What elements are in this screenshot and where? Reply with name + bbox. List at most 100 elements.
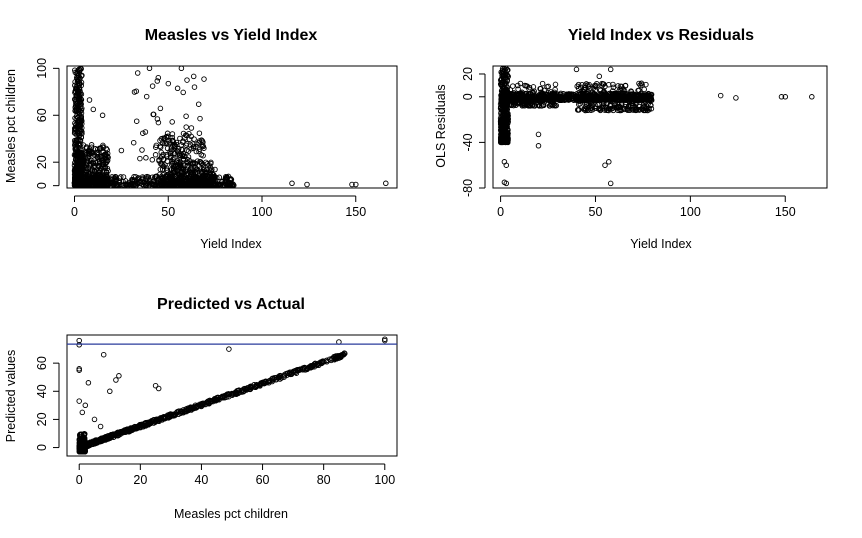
data-point: [97, 167, 103, 174]
data-point: [71, 167, 78, 174]
data-point: [166, 180, 173, 186]
data-point: [197, 166, 204, 172]
y-tick-label: -80: [461, 179, 475, 197]
data-point: [231, 182, 237, 189]
data-point: [641, 86, 647, 93]
axis-ticks: 0 20 40 60 80 100 0 20 40 60: [35, 356, 395, 487]
panel-measles-vs-yield: Measles vs Yield Index Yield Index Measl…: [4, 27, 398, 251]
data-point: [180, 167, 187, 173]
data-point: [93, 150, 100, 156]
data-point: [139, 147, 145, 153]
data-point: [620, 95, 627, 102]
data-point: [82, 402, 89, 409]
data-point: [552, 81, 559, 88]
data-point: [117, 174, 124, 180]
scatter-points: [71, 65, 389, 189]
data-point: [602, 162, 608, 168]
data-point: [113, 377, 119, 383]
data-point: [165, 138, 172, 144]
data-point: [535, 143, 542, 149]
y-axis-label: Measles pct children: [4, 69, 18, 183]
y-tick-label: 100: [35, 58, 49, 79]
data-point: [142, 129, 149, 135]
data-point: [190, 143, 197, 150]
data-point: [207, 165, 214, 171]
data-point: [135, 179, 142, 185]
data-point: [185, 157, 191, 163]
data-point: [86, 146, 93, 152]
y-tick-label: 20: [35, 155, 49, 169]
y-axis-label: OLS Residuals: [434, 84, 448, 167]
x-axis-label: Yield Index: [200, 237, 262, 251]
data-point: [102, 160, 108, 167]
data-point: [207, 171, 214, 178]
data-point: [102, 163, 108, 169]
data-point: [158, 155, 164, 161]
data-point: [186, 136, 193, 142]
data-point: [733, 95, 739, 101]
data-point: [192, 164, 199, 171]
data-point: [76, 86, 83, 92]
data-point: [100, 144, 106, 151]
data-point: [86, 97, 93, 103]
data-point: [504, 66, 510, 73]
data-point: [133, 118, 140, 124]
data-point: [149, 157, 156, 163]
data-point: [201, 76, 207, 82]
data-point: [140, 130, 146, 136]
data-point: [717, 92, 724, 99]
data-point: [607, 66, 614, 73]
data-point: [79, 157, 85, 164]
x-axis-label: Measles pct children: [174, 507, 288, 521]
data-point: [190, 73, 197, 80]
data-point: [85, 380, 92, 386]
data-point: [226, 346, 232, 352]
data-point: [222, 175, 229, 182]
data-point: [174, 151, 181, 157]
data-point: [162, 140, 168, 147]
data-point: [87, 161, 94, 168]
data-point: [208, 159, 214, 166]
data-point: [73, 113, 80, 119]
data-point: [79, 409, 86, 416]
data-point: [84, 157, 91, 163]
data-point: [289, 180, 295, 187]
data-point: [151, 175, 158, 181]
x-tick-label: 40: [194, 473, 208, 487]
data-point: [137, 155, 143, 162]
data-point: [100, 351, 107, 358]
data-point: [159, 166, 166, 173]
data-point: [107, 388, 113, 395]
data-point: [153, 142, 160, 149]
panel-predicted-vs-actual: Predicted vs Actual Measles pct children…: [4, 296, 398, 521]
y-axis-label: Predicted values: [4, 350, 18, 442]
data-point: [504, 117, 510, 123]
data-point: [72, 104, 79, 111]
data-point: [155, 385, 162, 392]
data-point: [196, 130, 203, 136]
data-point: [177, 135, 183, 142]
data-point: [198, 152, 205, 158]
x-tick-label: 0: [76, 473, 83, 487]
data-point: [161, 135, 168, 141]
data-point: [527, 93, 533, 100]
data-point: [349, 181, 355, 188]
x-tick-label: 0: [497, 205, 504, 219]
data-point: [97, 423, 104, 430]
data-point: [158, 175, 165, 182]
data-point: [134, 70, 141, 76]
data-point: [500, 96, 507, 102]
data-point: [498, 126, 504, 133]
data-point: [149, 83, 156, 89]
data-point: [143, 93, 150, 100]
data-point: [499, 91, 505, 97]
y-tick-label: 20: [461, 67, 475, 81]
data-point: [159, 140, 166, 146]
data-point: [129, 177, 136, 183]
axis-ticks: 0 50 100 150 -80 -40 0 20: [461, 67, 796, 219]
data-point: [383, 180, 389, 187]
data-point: [103, 145, 109, 152]
data-point: [72, 180, 79, 187]
data-point: [92, 178, 98, 185]
data-point: [199, 173, 206, 180]
